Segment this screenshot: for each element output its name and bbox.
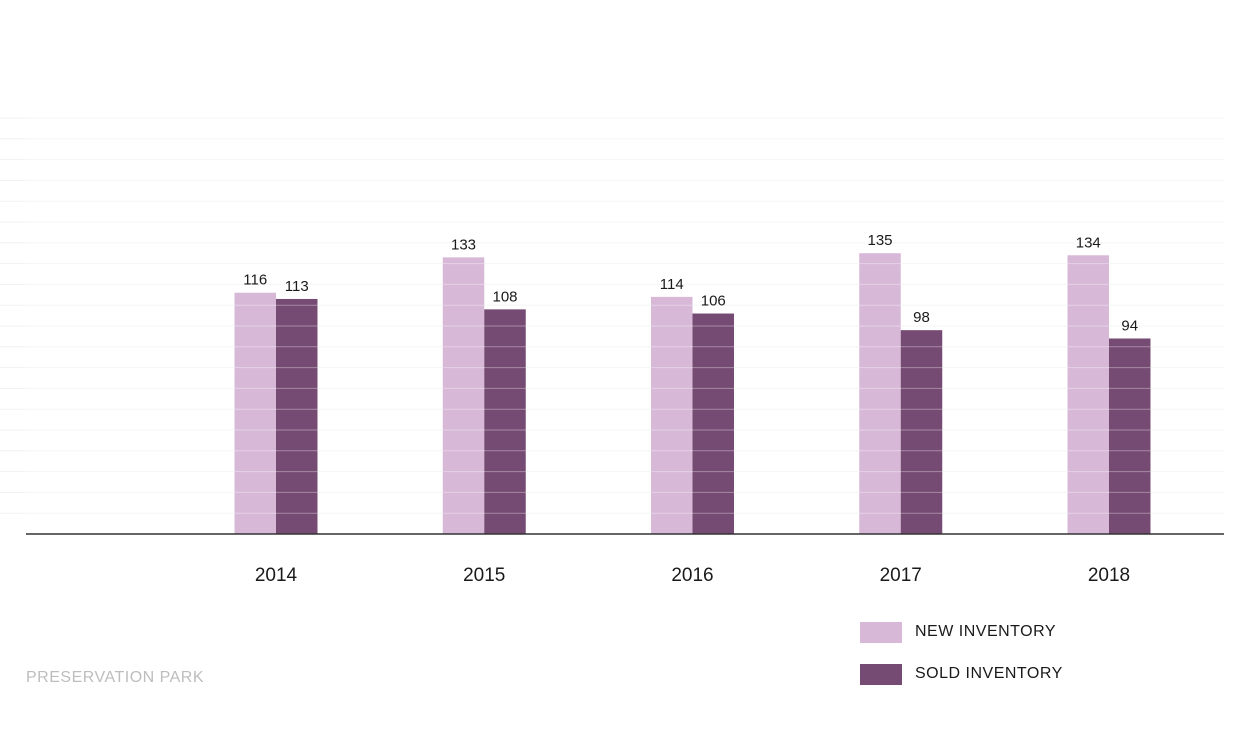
- bar-new-2018: [1067, 255, 1109, 534]
- bar-sold-2014: [276, 298, 318, 534]
- bar-sold-2015: [484, 309, 526, 534]
- grid-lines: [0, 117, 1224, 514]
- bar-sold-2018: [1109, 338, 1151, 534]
- x-tick-label-2016: 2016: [671, 565, 713, 586]
- legend-swatch-sold-inventory: [860, 663, 902, 685]
- x-tick-label-2017: 2017: [880, 565, 922, 586]
- legend-item-new-inventory: NEW INVENTORY: [860, 621, 1063, 643]
- bar-new-2014: [234, 292, 276, 534]
- legend: NEW INVENTORY SOLD INVENTORY: [860, 621, 1063, 705]
- bar-sold-2017: [900, 330, 943, 534]
- data-label-sold-2017: 98: [913, 309, 930, 326]
- x-tick-label-2018: 2018: [1088, 565, 1130, 586]
- x-tick-label-2015: 2015: [463, 565, 505, 586]
- bar-new-2015: [442, 257, 485, 534]
- bar-sold-2016: [692, 313, 734, 534]
- legend-label-sold-inventory: SOLD INVENTORY: [915, 665, 1063, 682]
- data-label-new-2017: 135: [867, 232, 892, 249]
- bar-new-2016: [651, 296, 693, 534]
- legend-label-new-inventory: NEW INVENTORY: [915, 623, 1057, 640]
- data-label-sold-2016: 106: [701, 293, 726, 310]
- x-tick-label-2014: 2014: [255, 565, 298, 586]
- data-label-new-2016: 114: [660, 276, 684, 293]
- legend-item-sold-inventory: SOLD INVENTORY: [860, 663, 1063, 685]
- source-label: PRESERVATION PARK: [26, 669, 205, 686]
- data-labels: 116 113 133 108 114 106 135 98 134 94: [243, 232, 1138, 334]
- data-label-new-2015: 133: [451, 236, 476, 253]
- data-label-sold-2018: 94: [1121, 317, 1138, 334]
- data-label-new-2014: 116: [243, 272, 267, 289]
- data-label-sold-2014: 113: [285, 278, 309, 295]
- bars: [26, 117, 1224, 534]
- legend-swatch-new-inventory: [860, 621, 902, 643]
- data-label-new-2018: 134: [1076, 234, 1101, 251]
- bar-new-2017: [859, 253, 901, 534]
- data-label-sold-2015: 108: [492, 288, 517, 305]
- x-axis-ticks: 2014 2015 2016 2017 2018: [255, 565, 1130, 586]
